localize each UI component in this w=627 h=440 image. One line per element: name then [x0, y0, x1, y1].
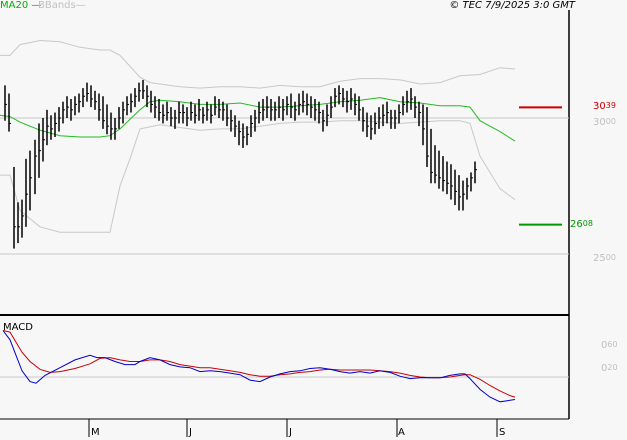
macd-label-sup: 20 — [607, 363, 618, 372]
copyright-timestamp: © TEC 7/9/2025 3:0 GMT — [449, 0, 575, 11]
legend-ma20-label: MA20 — [0, 0, 29, 11]
y-label-3000: 3000 — [593, 118, 616, 128]
legend-bbands: BBands— — [38, 1, 86, 11]
macd-label-060: 060 — [601, 341, 618, 351]
macd-label-020: 020 — [601, 364, 618, 374]
resistance-label: 3039 — [593, 102, 616, 112]
resistance-main: 30 — [593, 101, 606, 112]
legend-ma20: MA20 — — [0, 1, 41, 11]
price-bars — [4, 79, 477, 249]
legend-bbands-swatch: — — [75, 0, 86, 11]
y-label-2500: 2500 — [593, 254, 616, 264]
macd-title: MACD — [3, 322, 33, 333]
y-label-main: 30 — [593, 117, 606, 128]
support-sup: 08 — [582, 219, 593, 228]
resistance-sup: 39 — [605, 101, 616, 110]
y-label-sup: 00 — [605, 253, 616, 262]
x-label-j2: J — [289, 427, 292, 438]
x-label-s: S — [499, 427, 506, 438]
support-label: 2608 — [570, 220, 593, 230]
x-label-m: M — [91, 427, 100, 438]
support-resistance-lines — [519, 106, 562, 226]
legend-ma20-swatch: — — [31, 0, 42, 11]
x-axis-ticks — [88, 419, 498, 437]
y-label-sup: 00 — [605, 117, 616, 126]
x-label-j1: J — [189, 427, 192, 438]
macd-lines — [2, 330, 516, 403]
legend-bbands-label: BBands — [38, 0, 76, 11]
x-label-a: A — [398, 427, 405, 438]
macd-label-main: 0 — [601, 340, 608, 351]
macd-label-sup: 60 — [607, 340, 618, 349]
y-label-main: 25 — [593, 253, 606, 264]
ma20-line — [0, 97, 516, 142]
grid-lines — [0, 117, 569, 378]
bollinger-bands — [0, 39, 516, 233]
macd-label-main: 0 — [601, 363, 608, 374]
support-main: 26 — [570, 219, 583, 230]
